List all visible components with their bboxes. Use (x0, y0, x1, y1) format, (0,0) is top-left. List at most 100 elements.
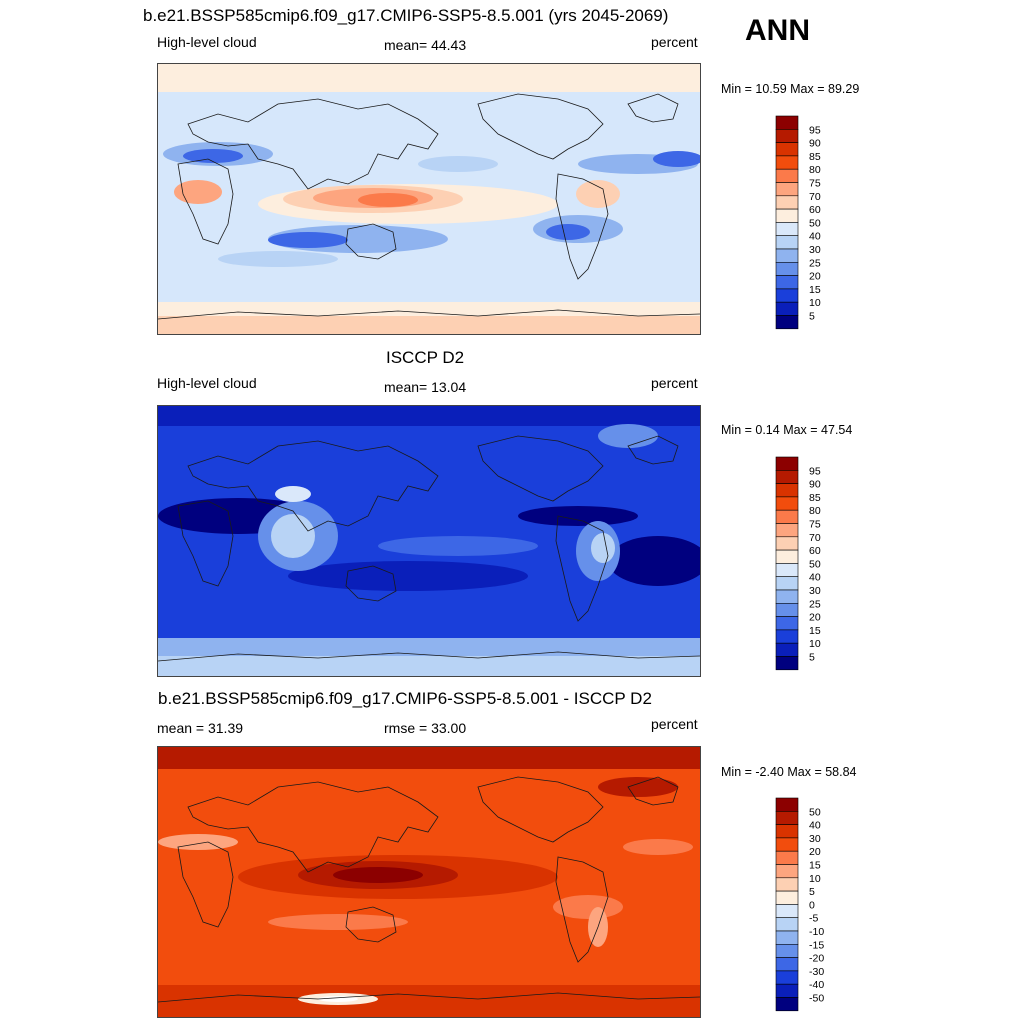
map-band (158, 64, 700, 92)
colorbar-tick-label: 95 (809, 124, 821, 136)
panel-1-units-label: percent (651, 34, 698, 50)
colorbar-tick-label: 50 (809, 806, 821, 818)
panel-2-title: ISCCP D2 (386, 348, 465, 367)
panel-1-map (157, 63, 701, 335)
colorbar-tick-label: 5 (809, 652, 815, 664)
colorbar-swatch (775, 797, 799, 812)
colorbar-tick-label: 30 (809, 585, 821, 597)
colorbar-swatch (775, 275, 799, 290)
colorbar-swatch (775, 142, 799, 157)
colorbar-swatch (775, 129, 799, 143)
colorbar-swatch (775, 208, 799, 223)
colorbar-tick-label: 5 (809, 311, 815, 323)
colorbar-tick-label: 0 (809, 899, 815, 911)
panel-1-variable-label: High-level cloud (157, 34, 257, 50)
colorbar-swatch (775, 563, 799, 578)
colorbar-swatch (775, 944, 799, 958)
colorbar-tick-label: 80 (809, 505, 821, 517)
map-blob (653, 151, 700, 167)
map-blob (158, 834, 238, 850)
coastline (345, 565, 397, 602)
colorbar-swatch (775, 155, 799, 170)
colorbar-swatch (775, 824, 799, 839)
colorbar-tick-label: -20 (809, 953, 824, 965)
map-blob (183, 149, 243, 163)
map-blob (553, 895, 623, 919)
colorbar-tick-label: -50 (809, 993, 824, 1005)
colorbar-swatch (775, 182, 799, 197)
colorbar-swatch (775, 811, 799, 825)
colorbar-tick-label: 15 (809, 625, 821, 637)
colorbar-swatch (775, 603, 799, 617)
colorbar-tick-label: 25 (809, 598, 821, 610)
map-blob (358, 193, 418, 207)
panel-1-mean-label: mean= 44.43 (384, 37, 467, 53)
colorbar-swatch (775, 115, 799, 130)
coastline (158, 309, 700, 320)
panel-2-map (157, 405, 701, 677)
coastline (187, 440, 439, 532)
colorbar-swatch (775, 917, 799, 932)
panel-3-title: b.e21.BSSP585cmip6.f09_g17.CMIP6-SSP5-8.… (158, 689, 652, 708)
colorbar-swatch (775, 470, 799, 484)
colorbar-tick-label: 10 (809, 297, 821, 309)
panel-2-mean-label: mean= 13.04 (384, 379, 467, 395)
panel-2-variable-label: High-level cloud (157, 375, 257, 391)
colorbar-tick-label: 85 (809, 151, 821, 163)
colorbar-swatch (775, 315, 799, 330)
panel-1-title: b.e21.BSSP585cmip6.f09_g17.CMIP6-SSP5-8.… (143, 6, 669, 25)
coastline (177, 841, 234, 928)
colorbar-tick-label: 10 (809, 638, 821, 650)
map-blob (218, 251, 338, 267)
colorbar-swatch (775, 301, 799, 316)
colorbar-tick-label: 75 (809, 519, 821, 531)
colorbar-swatch (775, 523, 799, 538)
panel-2-colorbar: 95 90 85 80 75 70 60 50 40 30 25 20 15 10 5 (775, 456, 846, 672)
colorbar-tick-label: 90 (809, 479, 821, 491)
colorbar-tick-label: 15 (809, 860, 821, 872)
panel-3-colorbar: 50 40 30 20 15 10 5 0 -5 -10 -15 -20 -30 -40 -50 (775, 797, 846, 1013)
colorbar-swatch (775, 589, 799, 604)
coastline (177, 500, 234, 587)
colorbar-tick-label: -15 (809, 939, 824, 951)
colorbar-swatch (775, 262, 799, 276)
colorbar-tick-label: 10 (809, 873, 821, 885)
colorbar-tick-label: -40 (809, 979, 824, 991)
colorbar-swatch (775, 957, 799, 972)
colorbar-swatch (775, 997, 799, 1012)
colorbar-swatch (775, 970, 799, 985)
map-blob (275, 486, 311, 502)
coastline (345, 906, 397, 943)
colorbar-tick-label: 50 (809, 558, 821, 570)
panel-3-mean-label: mean = 31.39 (157, 720, 244, 736)
coastline (177, 158, 234, 245)
colorbar-tick-label: 40 (809, 231, 821, 243)
map-blob (378, 536, 538, 556)
colorbar-tick-label: 90 (809, 138, 821, 150)
colorbar-swatch (775, 616, 799, 631)
map-blob (598, 777, 678, 797)
coastline (555, 515, 609, 622)
map-band (158, 316, 700, 334)
coastline (158, 651, 700, 662)
colorbar-swatch (775, 877, 799, 892)
map-blob (174, 180, 222, 204)
colorbar-swatch (775, 509, 799, 524)
colorbar-tick-label: 70 (809, 191, 821, 203)
colorbar-swatch (775, 837, 799, 852)
colorbar-tick-label: 20 (809, 846, 821, 858)
colorbar-swatch (775, 930, 799, 945)
coastline (477, 93, 604, 160)
colorbar-tick-label: 30 (809, 833, 821, 845)
coastline (477, 776, 604, 843)
map-blob (288, 561, 528, 591)
panel-1-minmax: Min = 10.59 Max = 89.29 (721, 82, 860, 96)
colorbar-tick-label: 40 (809, 820, 821, 832)
colorbar-swatch (775, 850, 799, 865)
colorbar-swatch (775, 248, 799, 263)
colorbar-swatch (775, 642, 799, 657)
coastline (345, 223, 397, 260)
map-band (158, 406, 700, 426)
